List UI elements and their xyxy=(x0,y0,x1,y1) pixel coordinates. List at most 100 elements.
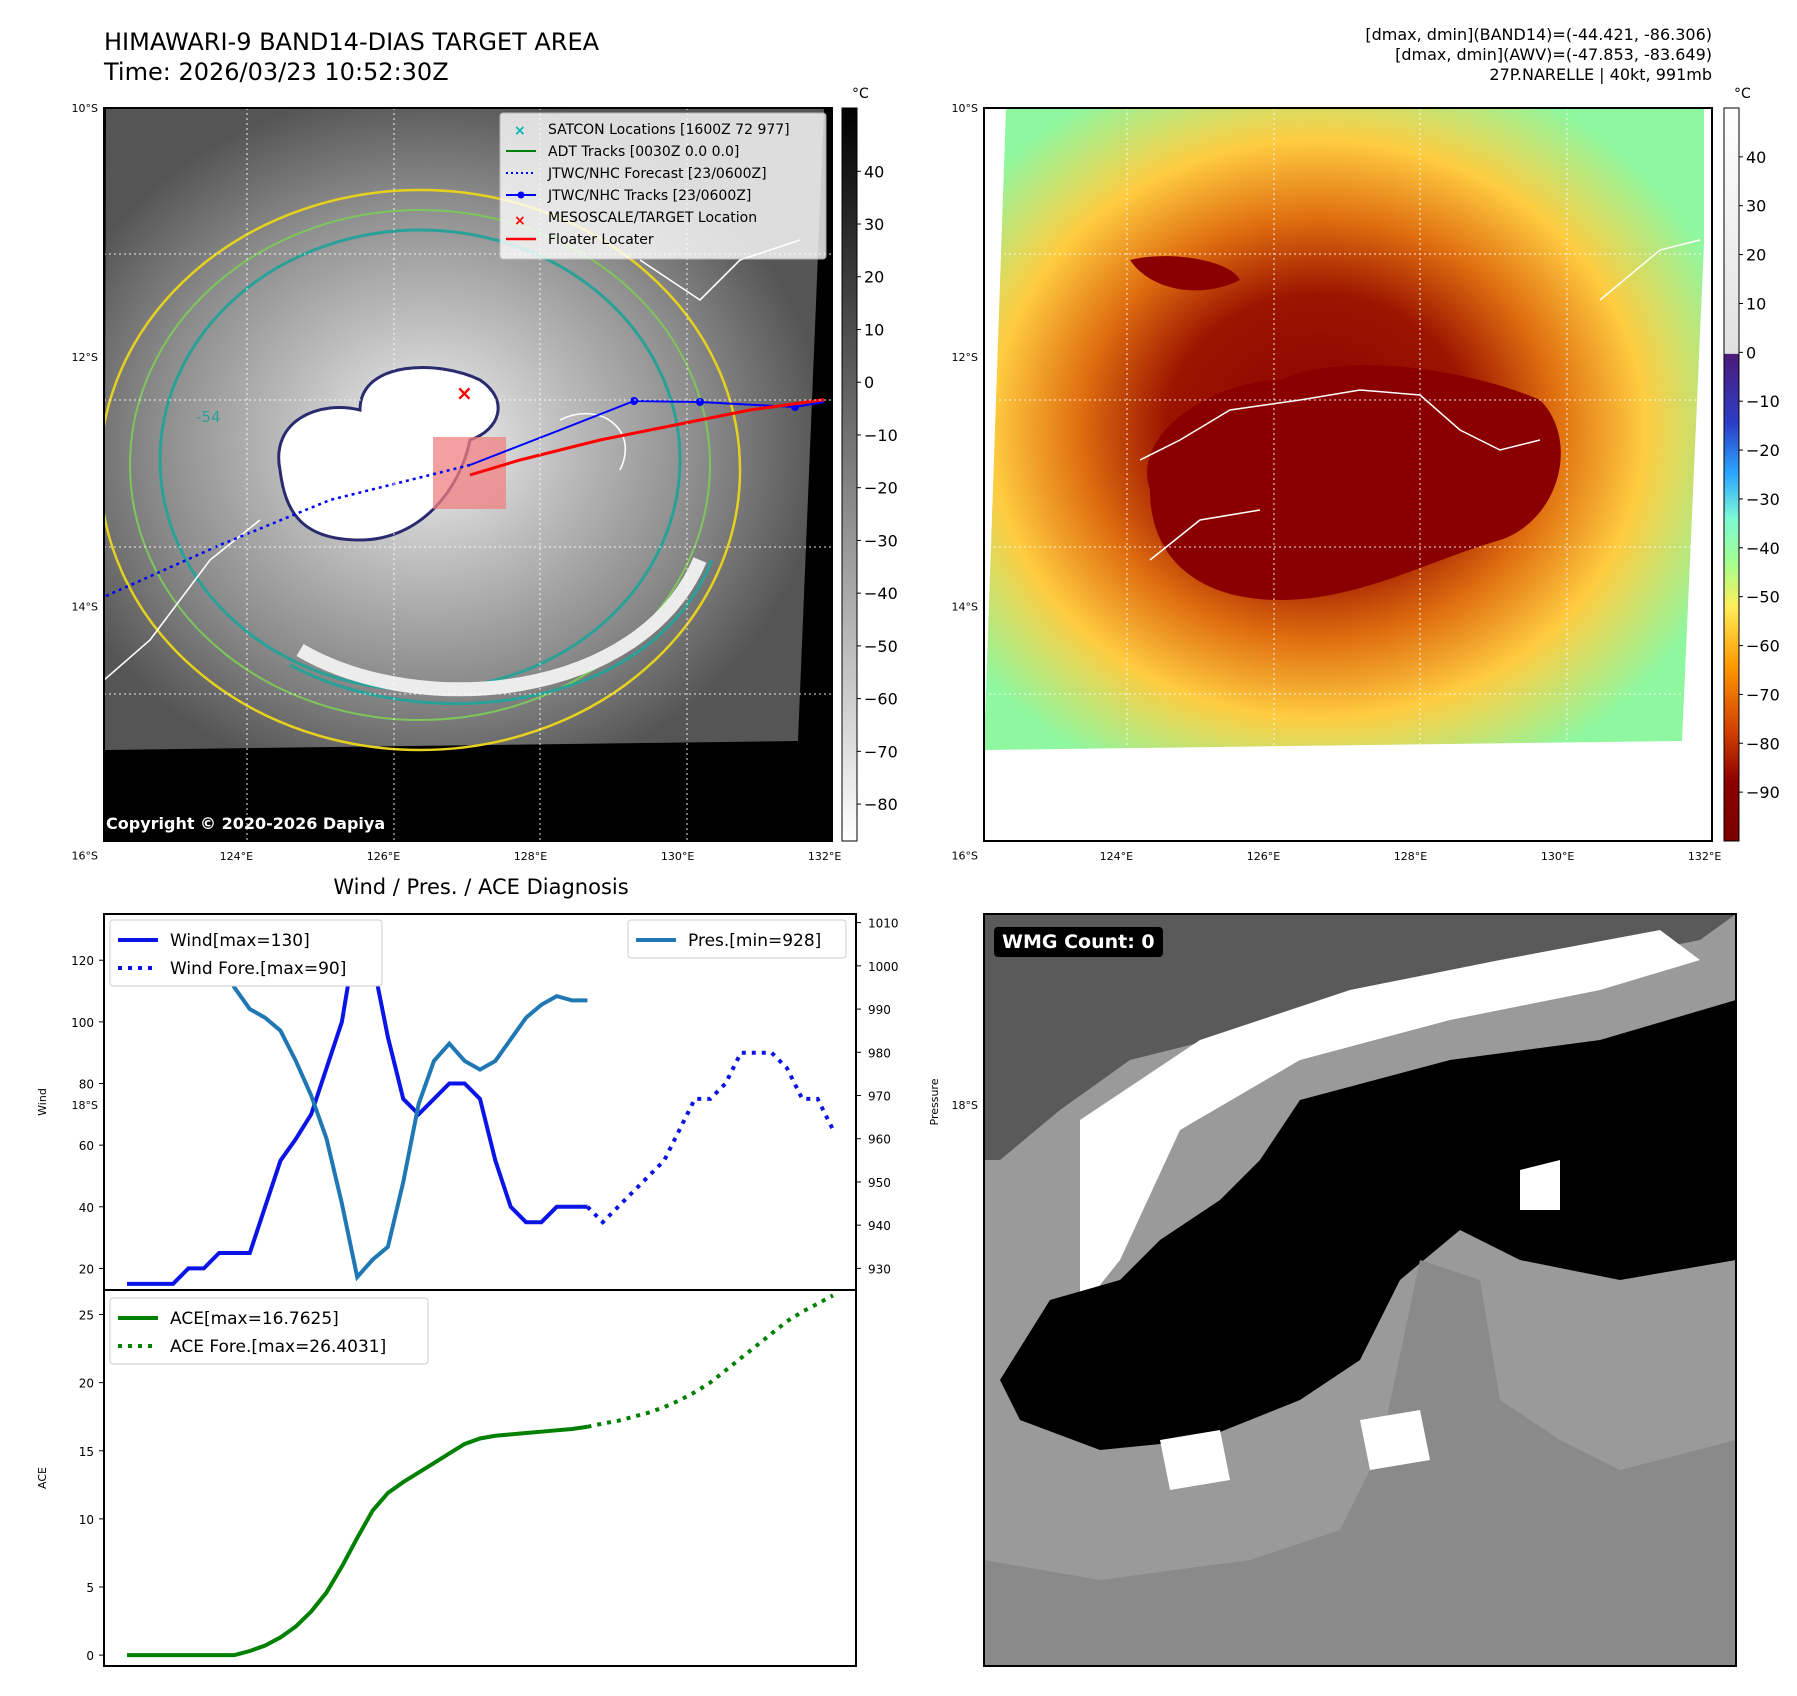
wmg-white-band xyxy=(1080,930,1700,1310)
colorbar-tick-label: −50 xyxy=(864,637,898,656)
chart-legend-box xyxy=(109,919,383,987)
y-tick-label: 15 xyxy=(79,1445,94,1459)
y-tick-label: 0 xyxy=(86,1649,94,1663)
chart-legend-box xyxy=(109,1297,429,1365)
map-contour-label: -54 xyxy=(196,408,221,426)
colorbar-tick-label: −40 xyxy=(864,584,898,603)
lon-tick-label: 132°E xyxy=(808,850,841,863)
legend-floater: Floater Locater xyxy=(548,232,654,248)
colorbar-tick-label: 0 xyxy=(864,373,874,392)
lon-tick-label: 124°E xyxy=(220,850,253,863)
y2-axis-label: Pressure xyxy=(928,1078,941,1125)
lat-tick-label: 12°S xyxy=(952,351,978,364)
ir-colorbar-unit: °C xyxy=(852,86,869,102)
legend-label: Wind[max=130] xyxy=(170,931,310,951)
awv-lon-labels: 124°E 126°E 128°E 130°E 132°E xyxy=(1100,850,1722,863)
wmg-black-mass xyxy=(1000,1000,1736,1450)
colorbar-tick-label: −20 xyxy=(864,479,898,498)
meso-target-marker: × xyxy=(456,381,473,405)
legend-meso: MESOSCALE/TARGET Location xyxy=(548,210,757,226)
colorbar-tick-label: −50 xyxy=(1746,588,1780,607)
y-tick-label: 80 xyxy=(79,1078,94,1092)
chart-legend-box xyxy=(627,919,847,959)
legend-adt: ADT Tracks [0030Z 0.0 0.0] xyxy=(548,144,739,160)
legend-box xyxy=(499,112,827,260)
y-tick-label: 20 xyxy=(79,1377,94,1391)
legend-jtwc-forecast: JTWC/NHC Forecast [23/0600Z] xyxy=(547,166,767,182)
colorbar-tick-label: −80 xyxy=(1746,734,1780,753)
y-tick-label: 20 xyxy=(79,1262,94,1276)
y2-tick-label: 980 xyxy=(868,1046,891,1060)
colorbar-tick-label: 10 xyxy=(864,320,884,339)
jtwc-track-swatch-dot xyxy=(517,191,525,199)
ir-colorbar-ticks: 40 30 20 10 0 −10 −20 −30 −40 −50 −60 −70 −80 xyxy=(857,162,898,814)
awv-coastline xyxy=(1139,239,1701,561)
cloud-shield-green xyxy=(129,209,711,721)
lon-tick-label: 132°E xyxy=(1688,850,1721,863)
lat-tick-label: 16°S xyxy=(952,850,978,863)
y2-tick-label: 1000 xyxy=(868,960,899,974)
y-tick-label: 5 xyxy=(86,1581,94,1595)
awv-gridlines xyxy=(984,108,1712,841)
colorbar-tick-label: 0 xyxy=(1746,343,1756,362)
figure-title: HIMAWARI-9 BAND14-DIAS TARGET AREA xyxy=(104,28,600,56)
lat-tick-label: 18°S xyxy=(72,1099,98,1112)
series-line-observed xyxy=(127,1424,588,1658)
y-axis-label: Wind xyxy=(36,1088,49,1116)
awv-lat-labels: 10°S 12°S 14°S 16°S 18°S xyxy=(952,102,978,1112)
colorbar-tick-label: −70 xyxy=(1746,685,1780,704)
wmg-frame xyxy=(983,913,1737,1667)
ir-lat-labels: 10°S 12°S 14°S 16°S 18°S xyxy=(72,102,98,1112)
legend-label: Pres.[min=928] xyxy=(688,931,821,951)
colorbar-tick-label: 20 xyxy=(864,268,884,287)
jtwc-track-point xyxy=(696,398,704,406)
colorbar-tick-label: 40 xyxy=(1746,148,1766,167)
colorbar-tick-label: −10 xyxy=(864,426,898,445)
colorbar-tick-label: 20 xyxy=(1746,246,1766,265)
jtwc-forecast-track xyxy=(105,463,471,598)
lat-tick-label: 14°S xyxy=(952,600,978,613)
lat-tick-label: 10°S xyxy=(72,102,98,115)
dmax-awv: [dmax, dmin](AWV)=(-47.853, -83.649) xyxy=(1395,45,1712,64)
y2-tick-label: 950 xyxy=(868,1176,891,1190)
y-tick-label: 100 xyxy=(71,1016,94,1030)
series-line-forecast xyxy=(586,1050,835,1226)
series-line-forecast xyxy=(587,1293,834,1429)
awv-colorbar-ticks: 40 30 20 10 0 −10 −20 −30 −40 −50 −60 −70 −80 −90 xyxy=(1739,148,1780,802)
lon-tick-label: 128°E xyxy=(1394,850,1427,863)
y-tick-label: 40 xyxy=(79,1201,94,1215)
lon-tick-label: 130°E xyxy=(1541,850,1574,863)
lat-tick-label: 10°S xyxy=(952,102,978,115)
colorbar-tick-label: 40 xyxy=(864,162,884,181)
lon-tick-label: 124°E xyxy=(1100,850,1133,863)
colorbar-tick-label: 30 xyxy=(1746,197,1766,216)
colorbar-tick-label: −10 xyxy=(1746,392,1780,411)
awv-dry-core xyxy=(1147,365,1561,600)
y2-tick-label: 960 xyxy=(868,1133,891,1147)
colorbar-tick-label: −60 xyxy=(1746,637,1780,656)
wmg-panel xyxy=(983,913,1737,1667)
meso-marker: × xyxy=(514,213,526,229)
spiral-band xyxy=(296,557,707,697)
y2-tick-label: 930 xyxy=(868,1262,891,1276)
colorbar-tick-label: −80 xyxy=(864,795,898,814)
y-tick-label: 60 xyxy=(79,1139,94,1153)
diagnosis-title: Wind / Pres. / ACE Diagnosis xyxy=(333,875,628,899)
dmax-band14: [dmax, dmin](BAND14)=(-44.421, -86.306) xyxy=(1365,25,1712,44)
ir-map-panel: × -54 × SATCON Locations [1600Z 72 977] … xyxy=(72,86,898,1112)
lon-tick-label: 126°E xyxy=(1247,850,1280,863)
lat-tick-label: 18°S xyxy=(952,1099,978,1112)
lon-tick-label: 128°E xyxy=(514,850,547,863)
wind-pressure-chart: 20 40 60 80 100 120 Wind 930 940 950 960 970 980 990 1… xyxy=(36,913,941,1291)
ir-lon-labels: 124°E 126°E 128°E 130°E 132°E xyxy=(220,850,842,863)
cloud-shield-mid xyxy=(104,188,742,752)
y2-tick-label: 970 xyxy=(868,1090,891,1104)
wmg-gray-region xyxy=(984,1260,1736,1666)
colorbar-tick-label: −90 xyxy=(1746,783,1780,802)
awv-colorbar-unit: °C xyxy=(1734,86,1751,102)
colorbar-tick-label: −70 xyxy=(864,742,898,761)
ace-chart: 0 5 10 15 20 25 ACE ACE[max=16.7625] ACE Fore.[m… xyxy=(36,1289,857,1667)
ir-map-frame xyxy=(103,107,833,842)
y-tick-label: 10 xyxy=(79,1513,94,1527)
